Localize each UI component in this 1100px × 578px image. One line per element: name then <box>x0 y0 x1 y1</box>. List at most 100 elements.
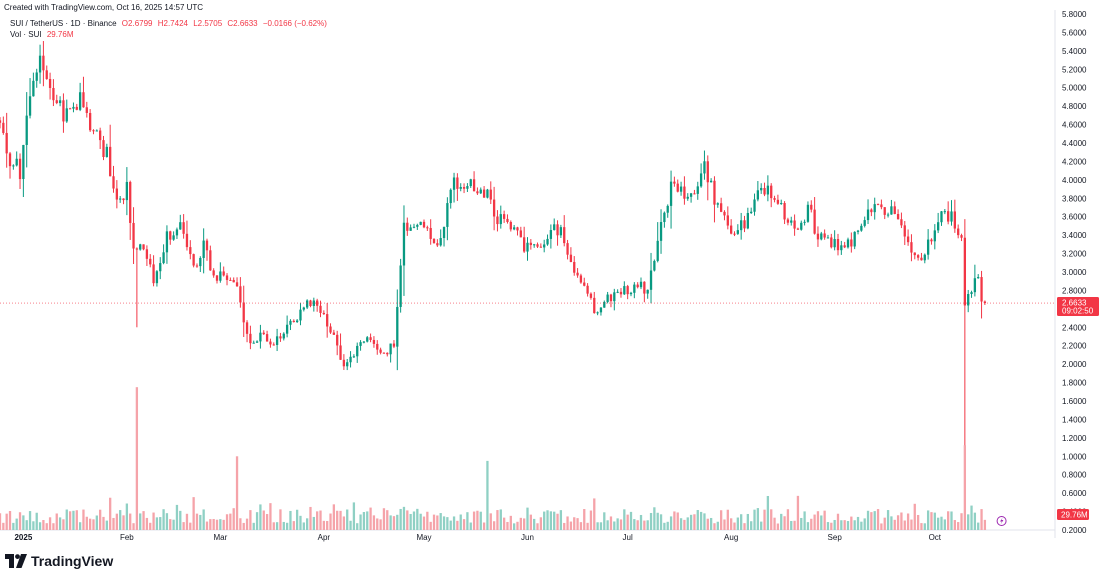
volume-bar <box>556 513 559 530</box>
volume-bar <box>366 511 369 530</box>
volume-bar <box>195 513 199 530</box>
volume-bar <box>973 512 977 530</box>
candle-body <box>529 242 532 246</box>
candle-body <box>349 356 352 363</box>
candle-body <box>162 252 165 264</box>
volume-bar <box>636 520 639 530</box>
volume-bar <box>873 511 876 530</box>
volume-bar <box>646 520 649 530</box>
volume-bar <box>823 510 826 530</box>
candle-body <box>703 161 706 174</box>
volume-bar <box>713 523 716 530</box>
volume-value: 29.76M <box>46 30 74 39</box>
candle-body <box>756 190 760 200</box>
volume-bar <box>262 510 265 530</box>
volume-bar <box>606 520 609 530</box>
candle-body <box>716 203 719 205</box>
candle-body <box>165 231 169 253</box>
volume-bar <box>923 523 926 530</box>
volume-legend: Vol · SUI 29.76M <box>10 30 77 39</box>
candle-body <box>402 222 406 266</box>
volume-bar <box>48 517 52 530</box>
candle-body <box>135 248 139 250</box>
time-tick-label: Oct <box>929 533 942 542</box>
volume-bar <box>105 520 108 530</box>
volume-bar <box>489 513 492 530</box>
candle-body <box>863 220 866 226</box>
candle-body <box>713 180 716 205</box>
volume-bar <box>62 519 65 530</box>
volume-bar <box>813 514 816 530</box>
candle-body <box>62 100 65 122</box>
volume-bar <box>22 515 25 530</box>
volume-bar <box>760 521 763 530</box>
candle-body <box>923 254 926 261</box>
volume-bar <box>806 522 810 530</box>
candle-body <box>476 191 479 194</box>
candle-body <box>753 199 756 212</box>
candle-body <box>139 244 142 250</box>
candle-body <box>502 214 506 219</box>
volume-bar <box>623 509 626 530</box>
volume-bar <box>329 513 332 530</box>
volume-bar <box>963 445 967 530</box>
volume-bar <box>416 508 419 530</box>
volume-bar <box>666 521 669 530</box>
volume-bar <box>800 517 803 530</box>
candle-body <box>42 55 45 71</box>
volume-bar <box>112 517 115 530</box>
last-volume-badge <box>1057 509 1089 520</box>
volume-bar <box>472 511 476 530</box>
price-tick-label: 0.8000 <box>1062 471 1087 480</box>
candle-body <box>119 198 122 200</box>
volume-bar <box>389 515 392 530</box>
candle-body <box>813 209 816 234</box>
volume-bar <box>569 521 573 530</box>
candle-body <box>629 292 633 295</box>
volume-bar <box>102 516 105 530</box>
volume-bar <box>396 514 399 530</box>
volume-bar <box>506 521 509 530</box>
candle-body <box>977 277 980 279</box>
candle-body <box>2 122 5 133</box>
volume-bar <box>125 503 129 530</box>
candle-body <box>316 300 319 306</box>
candle-body <box>740 220 743 231</box>
volume-bar <box>65 509 68 530</box>
volume-bar <box>295 509 299 530</box>
volume-bar <box>75 510 78 530</box>
tradingview-logo[interactable]: TradingView <box>5 552 113 570</box>
volume-bar <box>910 519 913 530</box>
candle-body <box>432 238 436 244</box>
candle-body <box>693 193 696 195</box>
volume-bar <box>402 506 406 530</box>
volume-bar <box>967 514 970 530</box>
volume-bar <box>906 513 910 530</box>
symbol-name[interactable]: SUI / TetherUS · 1D · Binance <box>10 19 117 28</box>
candle-body <box>886 214 890 216</box>
candle-body <box>332 332 336 335</box>
volume-bar <box>55 513 58 530</box>
volume-bar <box>339 510 342 530</box>
candle-body <box>906 236 910 243</box>
price-tick-label: 4.6000 <box>1062 121 1087 130</box>
volume-bar <box>549 511 553 530</box>
candle-body <box>893 206 896 214</box>
candle-body <box>95 130 98 132</box>
volume-bar <box>533 518 536 530</box>
candle-body <box>322 312 325 315</box>
volume-bar <box>349 520 352 530</box>
candle-body <box>192 254 195 266</box>
candle-body <box>980 277 983 302</box>
volume-bar <box>356 523 359 530</box>
volume-bar <box>613 521 616 530</box>
volume-bar <box>856 516 860 530</box>
volume-bar <box>896 515 900 530</box>
candle-body <box>72 106 75 109</box>
candle-body <box>8 153 12 167</box>
candle-body <box>983 301 987 304</box>
volume-label[interactable]: Vol · SUI <box>10 30 42 39</box>
price-tick-label: 5.8000 <box>1062 10 1087 19</box>
candle-body <box>750 211 753 214</box>
